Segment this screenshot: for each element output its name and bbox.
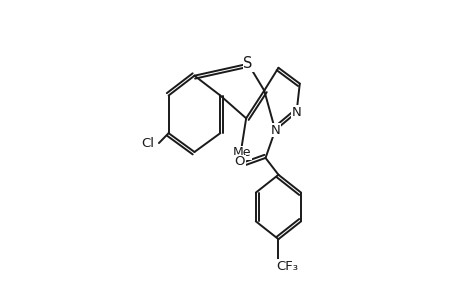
Text: N: N: [291, 106, 301, 119]
Text: Me: Me: [232, 146, 250, 160]
Text: N: N: [270, 124, 280, 137]
Text: S: S: [243, 56, 252, 71]
Text: Cl: Cl: [141, 136, 154, 150]
Text: O: O: [234, 155, 244, 168]
Text: CF₃: CF₃: [275, 260, 297, 273]
